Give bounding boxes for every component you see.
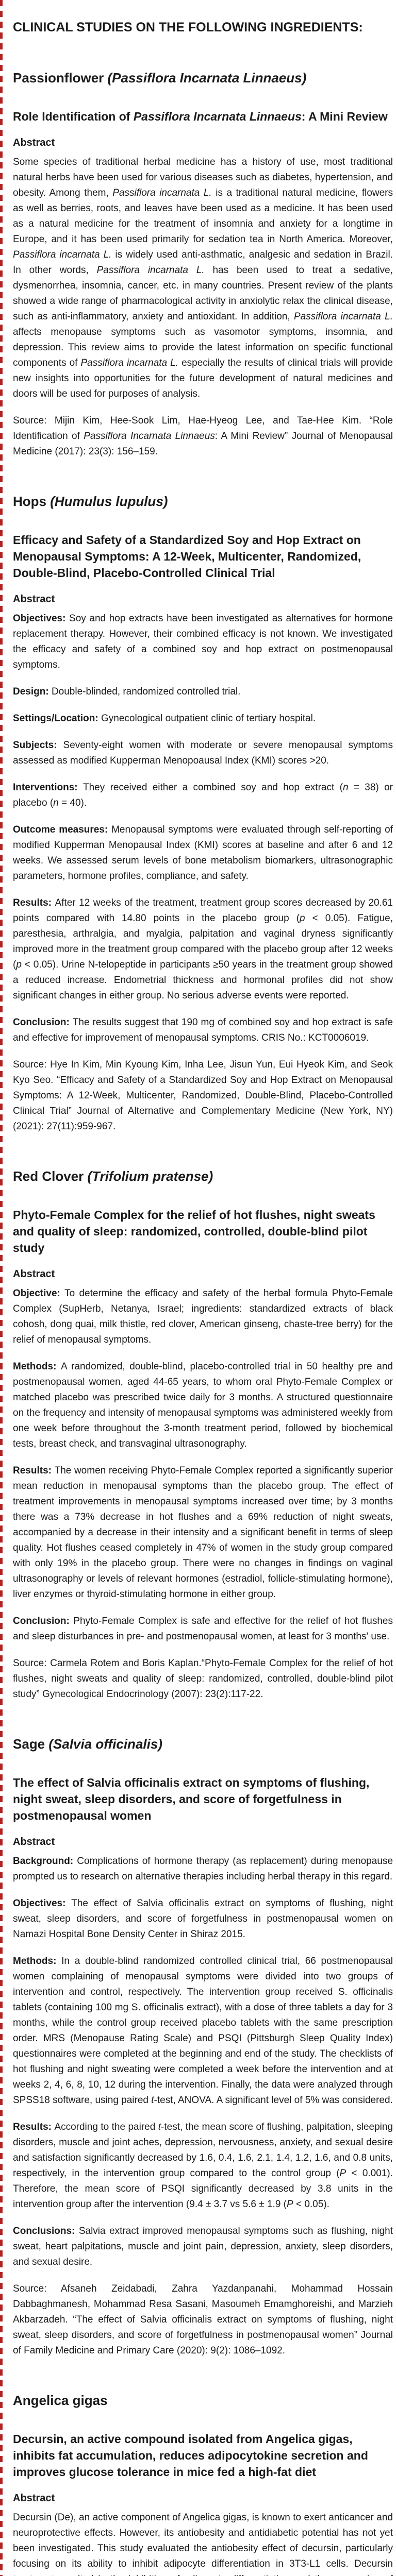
paragraph-results: Results: According to the paired t-test,…	[13, 2122, 393, 2210]
study-title: Role Identification of Passiflora Incarn…	[13, 110, 388, 123]
paragraph-conclusion: Conclusion: The results suggest that 190…	[13, 1017, 393, 1043]
section-heading: Sage (Salvia officinalis)	[13, 1736, 162, 1752]
section-red-clover: Red Clover (Trifolium pratense) Phyto-Fe…	[13, 1167, 393, 1702]
paragraph-subjects: Subjects: Seventy-eight women with moder…	[13, 740, 393, 766]
paragraph-methods: Methods: A randomized, double-blind, pla…	[13, 1361, 393, 1449]
paragraph-objective: Objective: To determine the efficacy and…	[13, 1288, 393, 1345]
abstract-label: Abstract	[13, 1268, 55, 1280]
source-citation: Source: Afsaneh Zeidabadi, Zahra Yazdanp…	[13, 2283, 393, 2356]
paragraph-objectives: Objectives: The effect of Salvia officin…	[13, 1898, 393, 1940]
paragraph-results: Results: After 12 weeks of the treatment…	[13, 897, 393, 1001]
paragraph-design: Design: Double-blinded, randomized contr…	[13, 686, 241, 697]
paragraph-background: Background: Complications of hormone the…	[13, 1856, 393, 1882]
abstract-label: Abstract	[13, 1836, 55, 1848]
abstract-label: Abstract	[13, 137, 55, 148]
abstract-paragraph: Decursin (De), an active component of An…	[13, 2512, 393, 2576]
section-heading: Red Clover (Trifolium pratense)	[13, 1168, 213, 1184]
abstract-label: Abstract	[13, 594, 55, 605]
section-passionflower: Passionflower (Passiflora Incarnata Linn…	[13, 69, 393, 460]
study-title: Phyto-Female Complex for the relief of h…	[13, 1208, 375, 1255]
paragraph-conclusions: Conclusions: Salvia extract improved men…	[13, 2226, 393, 2267]
paragraph-settings-location: Settings/Location: Gynecological outpati…	[13, 713, 316, 724]
section-heading: Hops (Humulus lupulus)	[13, 494, 168, 509]
paragraph-methods: Methods: In a double-blind randomized co…	[13, 1956, 393, 2106]
section-hops: Hops (Humulus lupulus) Efficacy and Safe…	[13, 493, 393, 1134]
section-sage: Sage (Salvia officinalis) The effect of …	[13, 1735, 393, 2359]
abstract-paragraph: Some species of traditional herbal medic…	[13, 157, 393, 399]
section-heading: Angelica gigas	[13, 2393, 108, 2408]
paragraph-results: Results: The women receiving Phyto-Femal…	[13, 1465, 393, 1600]
source-citation: Source: Hye In Kim, Min Kyoung Kim, Inha…	[13, 1059, 393, 1132]
source-citation: Source: Carmela Rotem and Boris Kaplan.“…	[13, 1658, 393, 1700]
abstract-label: Abstract	[13, 2493, 55, 2504]
study-title: Decursin, an active compound isolated fr…	[13, 2432, 368, 2479]
paragraph-conclusion: Conclusion: Phyto-Female Complex is safe…	[13, 1616, 393, 1642]
section-angelica-gigas: Angelica gigas Decursin, an active compo…	[13, 2392, 393, 2576]
left-edge-marks	[0, 0, 3, 2576]
paragraph-outcome-measures: Outcome measures: Menopausal symptoms we…	[13, 824, 393, 882]
source-citation: Source: Mijin Kim, Hee-Sook Lim, Hae-Hye…	[13, 415, 393, 457]
study-title: Efficacy and Safety of a Standardized So…	[13, 533, 361, 580]
section-heading: Passionflower (Passiflora Incarnata Linn…	[13, 70, 307, 86]
paragraph-interventions: Interventions: They received either a co…	[13, 782, 393, 808]
paragraph-objectives: Objectives: Soy and hop extracts have be…	[13, 613, 393, 670]
page-title: CLINICAL STUDIES ON THE FOLLOWING INGRED…	[13, 20, 363, 35]
study-title: The effect of Salvia officinalis extract…	[13, 1776, 370, 1822]
